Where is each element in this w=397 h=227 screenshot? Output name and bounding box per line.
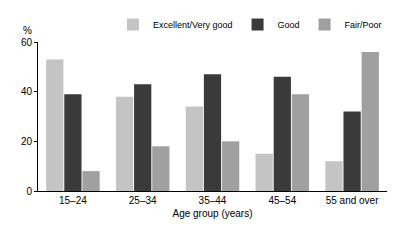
svg-text:35–44: 35–44 <box>199 195 227 206</box>
svg-text:55 and over: 55 and over <box>326 195 379 206</box>
svg-text:Good: Good <box>278 20 300 30</box>
svg-text:0: 0 <box>26 186 32 197</box>
svg-text:45–54: 45–54 <box>268 195 296 206</box>
svg-text:40: 40 <box>21 86 33 97</box>
svg-text:%: % <box>23 25 32 36</box>
svg-text:Excellent/Very good: Excellent/Very good <box>153 20 233 30</box>
svg-text:Fair/Poor: Fair/Poor <box>345 20 382 30</box>
svg-text:60: 60 <box>21 37 33 48</box>
svg-text:Age group (years): Age group (years) <box>172 208 252 219</box>
svg-text:15–24: 15–24 <box>59 195 87 206</box>
svg-text:25–34: 25–34 <box>129 195 157 206</box>
svg-text:20: 20 <box>21 136 33 147</box>
